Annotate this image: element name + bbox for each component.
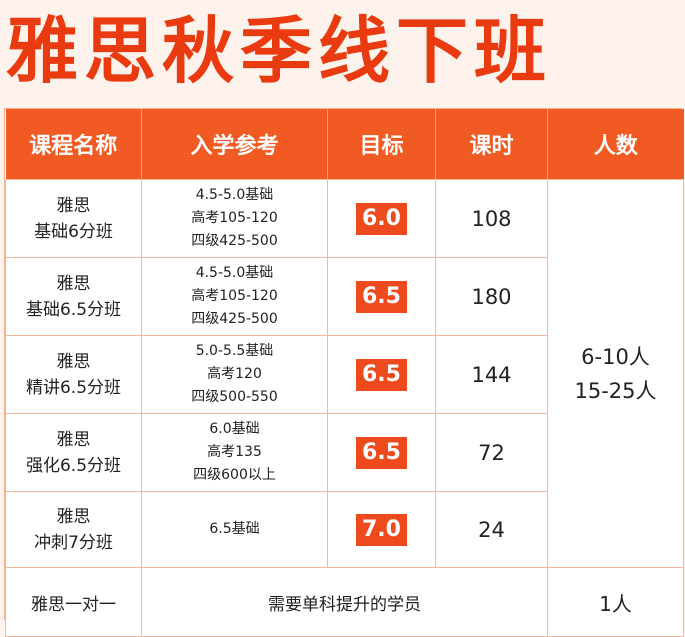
hours-cell: 72 xyxy=(435,413,548,492)
table-row: 雅思 强化6.5分班 6.0基础 高考135 四级600以上 6.5 72 xyxy=(5,413,684,492)
target-score-badge: 6.5 xyxy=(356,436,407,469)
one-on-one-people-cell: 1人 xyxy=(547,567,684,637)
header-hours: 课时 xyxy=(435,109,548,180)
course-name-cell: 雅思 精讲6.5分班 xyxy=(5,335,142,414)
header-target: 目标 xyxy=(327,109,436,180)
target-cell: 6.5 xyxy=(327,335,436,414)
course-name-cell: 雅思 基础6.5分班 xyxy=(5,257,142,336)
hours-cell: 180 xyxy=(435,257,548,336)
course-name-line2: 精讲6.5分班 xyxy=(25,377,122,398)
course-name-line1: 雅思 xyxy=(56,273,91,294)
course-name-line2: 强化6.5分班 xyxy=(25,455,122,476)
table-row-one-on-one: 雅思一对一 需要单科提升的学员 1人 xyxy=(5,567,684,637)
header-people: 人数 xyxy=(547,109,684,180)
table-row: 雅思 基础6分班 4.5-5.0基础 高考105-120 四级425-500 6… xyxy=(5,179,684,568)
course-name-line1: 雅思 xyxy=(56,195,91,216)
reference-line: 4.5-5.0基础 xyxy=(195,187,274,203)
people-line2: 15-25人 xyxy=(574,378,657,403)
reference-line: 四级425-500 xyxy=(191,311,278,327)
course-name-cell: 雅思 强化6.5分班 xyxy=(5,413,142,492)
course-name-line2: 基础6.5分班 xyxy=(25,299,122,320)
course-name-cell: 雅思 冲刺7分班 xyxy=(5,491,142,568)
table-header-row: 课程名称 入学参考 目标 课时 人数 xyxy=(5,109,684,180)
reference-line: 5.0-5.5基础 xyxy=(195,343,274,359)
entry-reference-cell: 4.5-5.0基础 高考105-120 四级425-500 xyxy=(141,179,328,258)
reference-line: 高考120 xyxy=(207,366,262,382)
reference-line: 四级500-550 xyxy=(191,389,278,405)
entry-reference-cell: 6.5基础 xyxy=(141,491,328,568)
target-cell: 7.0 xyxy=(327,491,436,568)
header-entry-reference: 入学参考 xyxy=(141,109,328,180)
target-score-badge: 6.5 xyxy=(356,280,407,313)
target-score-badge: 6.0 xyxy=(356,202,407,235)
reference-line: 6.0基础 xyxy=(209,421,260,437)
course-name-line1: 雅思 xyxy=(56,351,91,372)
reference-line: 高考135 xyxy=(207,444,262,460)
course-name-line2: 冲刺7分班 xyxy=(34,532,113,553)
course-table: 课程名称 入学参考 目标 课时 人数 雅思 基础6分班 4.5-5.0基础 高考… xyxy=(4,108,684,637)
target-cell: 6.5 xyxy=(327,413,436,492)
course-name-line2: 基础6分班 xyxy=(34,221,113,242)
one-on-one-name-cell: 雅思一对一 xyxy=(5,567,142,637)
entry-reference-cell: 5.0-5.5基础 高考120 四级500-550 xyxy=(141,335,328,414)
reference-line: 四级600以上 xyxy=(193,467,276,483)
target-score-badge: 6.5 xyxy=(356,358,407,391)
course-name-cell: 雅思 基础6分班 xyxy=(5,179,142,258)
hours-cell: 144 xyxy=(435,335,548,414)
target-score-badge: 7.0 xyxy=(356,513,407,546)
reference-line: 高考105-120 xyxy=(191,288,278,304)
one-on-one-desc-cell: 需要单科提升的学员 xyxy=(141,567,548,637)
reference-line: 6.5基础 xyxy=(209,521,260,537)
people-cell: 6-10人 15-25人 xyxy=(547,179,684,568)
target-cell: 6.0 xyxy=(327,179,436,258)
table-row: 雅思 基础6.5分班 4.5-5.0基础 高考105-120 四级425-500… xyxy=(5,257,684,336)
course-name-line1: 雅思 xyxy=(56,506,91,527)
table-row: 雅思 冲刺7分班 6.5基础 7.0 24 xyxy=(5,491,684,568)
reference-line: 4.5-5.0基础 xyxy=(195,265,274,281)
target-cell: 6.5 xyxy=(327,257,436,336)
reference-line: 高考105-120 xyxy=(191,210,278,226)
page-title: 雅思秋季线下班 xyxy=(6,9,553,93)
entry-reference-cell: 6.0基础 高考135 四级600以上 xyxy=(141,413,328,492)
hours-cell: 24 xyxy=(435,491,548,568)
entry-reference-cell: 4.5-5.0基础 高考105-120 四级425-500 xyxy=(141,257,328,336)
hours-cell: 108 xyxy=(435,179,548,258)
people-line1: 6-10人 xyxy=(581,344,650,369)
reference-line: 四级425-500 xyxy=(191,233,278,249)
header-course-name: 课程名称 xyxy=(5,109,142,180)
course-name-line1: 雅思 xyxy=(56,429,91,450)
table-row: 雅思 精讲6.5分班 5.0-5.5基础 高考120 四级500-550 6.5… xyxy=(5,335,684,414)
